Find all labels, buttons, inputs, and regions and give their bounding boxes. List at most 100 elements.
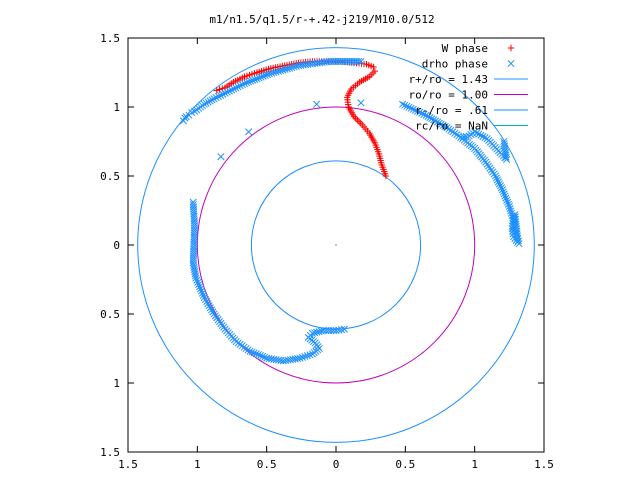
series-1-point	[405, 103, 413, 111]
series-1-point	[514, 237, 522, 245]
y-tick-label: 1	[113, 377, 120, 390]
series-1-point	[245, 78, 253, 86]
legend: W phase drho phase r+/ro = 1.43 ro/ro = 1.0…	[409, 42, 528, 133]
series-1-point	[206, 97, 214, 105]
series-1-point	[270, 69, 278, 77]
series-1-point	[219, 90, 227, 98]
series-1-point	[500, 190, 508, 198]
series-1-point	[204, 300, 212, 308]
series-1-point	[209, 308, 217, 316]
reference-circles	[137, 47, 535, 443]
series-1-point	[200, 293, 208, 301]
x-tick-label: 1	[194, 458, 201, 471]
series-1-point	[251, 75, 259, 84]
series-0-point	[357, 120, 364, 127]
series-1-point	[238, 81, 246, 89]
series-1-point	[198, 289, 206, 297]
series-1-point	[250, 349, 258, 357]
series-1-point	[418, 109, 426, 117]
series-1-point	[290, 63, 298, 71]
series-1-point	[319, 327, 328, 335]
series-1-point	[494, 178, 502, 186]
series-1-point	[210, 95, 218, 103]
chart-title: m1/n1.5/q1.5/r-+.42-j219/M10.0/512	[209, 13, 434, 26]
series-1-point	[357, 57, 365, 66]
series-1-point	[399, 100, 407, 108]
series-1-point	[221, 89, 229, 97]
series-1-point	[194, 278, 202, 286]
series-1-point	[462, 132, 470, 140]
series-1-point	[335, 326, 343, 334]
series-1-point	[493, 176, 502, 184]
series-1-point	[515, 240, 523, 248]
series-1-point	[430, 116, 438, 124]
series-1-point	[205, 302, 213, 310]
legend-marker	[507, 59, 515, 68]
series-1-point	[313, 328, 321, 336]
series-1-point	[301, 352, 309, 361]
series-1-point	[433, 118, 442, 126]
series-1-point	[196, 283, 204, 291]
series-1-point	[193, 276, 201, 284]
series-1-point	[249, 76, 257, 84]
series-1-point	[505, 202, 513, 210]
legend-label: r-/ro = .61	[415, 104, 488, 117]
series-1-point	[496, 182, 504, 190]
x-tick-label: 0.5	[257, 458, 277, 471]
series-1-point	[247, 77, 255, 85]
series-1-point	[236, 82, 244, 90]
series-1-point	[204, 98, 212, 106]
series-1-point	[199, 291, 207, 299]
series-1-point	[437, 120, 445, 128]
series-1-point	[256, 352, 264, 360]
series-1-point	[190, 265, 198, 273]
series-1-point	[201, 295, 210, 304]
series-1-point	[355, 57, 363, 66]
series-1-point	[416, 108, 424, 116]
circle-4	[250, 160, 422, 330]
series-1-point	[268, 69, 276, 77]
series-1-point	[200, 100, 208, 108]
series-1-point	[232, 84, 240, 92]
series-1-point	[283, 65, 291, 73]
series-1-point	[227, 86, 236, 94]
series-1-point	[432, 117, 440, 125]
series-1-point	[217, 91, 225, 99]
series-1-point	[422, 111, 430, 119]
series-1-point	[272, 68, 280, 76]
series-1-point	[492, 174, 501, 182]
series-1-point	[503, 196, 511, 204]
y-tick-label: 1.5	[100, 32, 120, 45]
series-1-point	[217, 153, 225, 161]
series-1-point	[206, 304, 214, 312]
legend-label: rc/ro = NaN	[415, 120, 488, 133]
series-1-point	[315, 328, 323, 336]
series-1-point	[255, 74, 263, 82]
series-1-point	[207, 306, 216, 314]
series-1-point	[191, 268, 199, 276]
series-1-point	[502, 194, 510, 202]
series-1-point	[420, 110, 428, 118]
series-1-point	[340, 325, 348, 333]
series-1-point	[197, 287, 206, 295]
series-1-point	[191, 270, 199, 278]
series-1-point	[279, 66, 287, 74]
series-1-point	[497, 184, 505, 192]
series-1-point	[298, 353, 306, 361]
series-1-point	[411, 106, 419, 114]
series-1-point	[481, 134, 489, 142]
origin-dot	[335, 244, 337, 246]
series-1-point	[252, 350, 260, 358]
series-1-point	[308, 329, 316, 337]
series-1-point	[261, 353, 269, 361]
series-1-point	[190, 263, 198, 271]
series-1-point	[230, 85, 238, 93]
series-1-point	[265, 70, 273, 78]
series-1-point	[495, 180, 503, 188]
series-1-point	[223, 88, 231, 96]
series-1-point	[191, 272, 200, 280]
series-1-point	[281, 65, 289, 73]
series-1-point	[501, 192, 509, 200]
y-tick-label: 1.5	[100, 446, 120, 459]
series-1-point	[457, 133, 465, 141]
